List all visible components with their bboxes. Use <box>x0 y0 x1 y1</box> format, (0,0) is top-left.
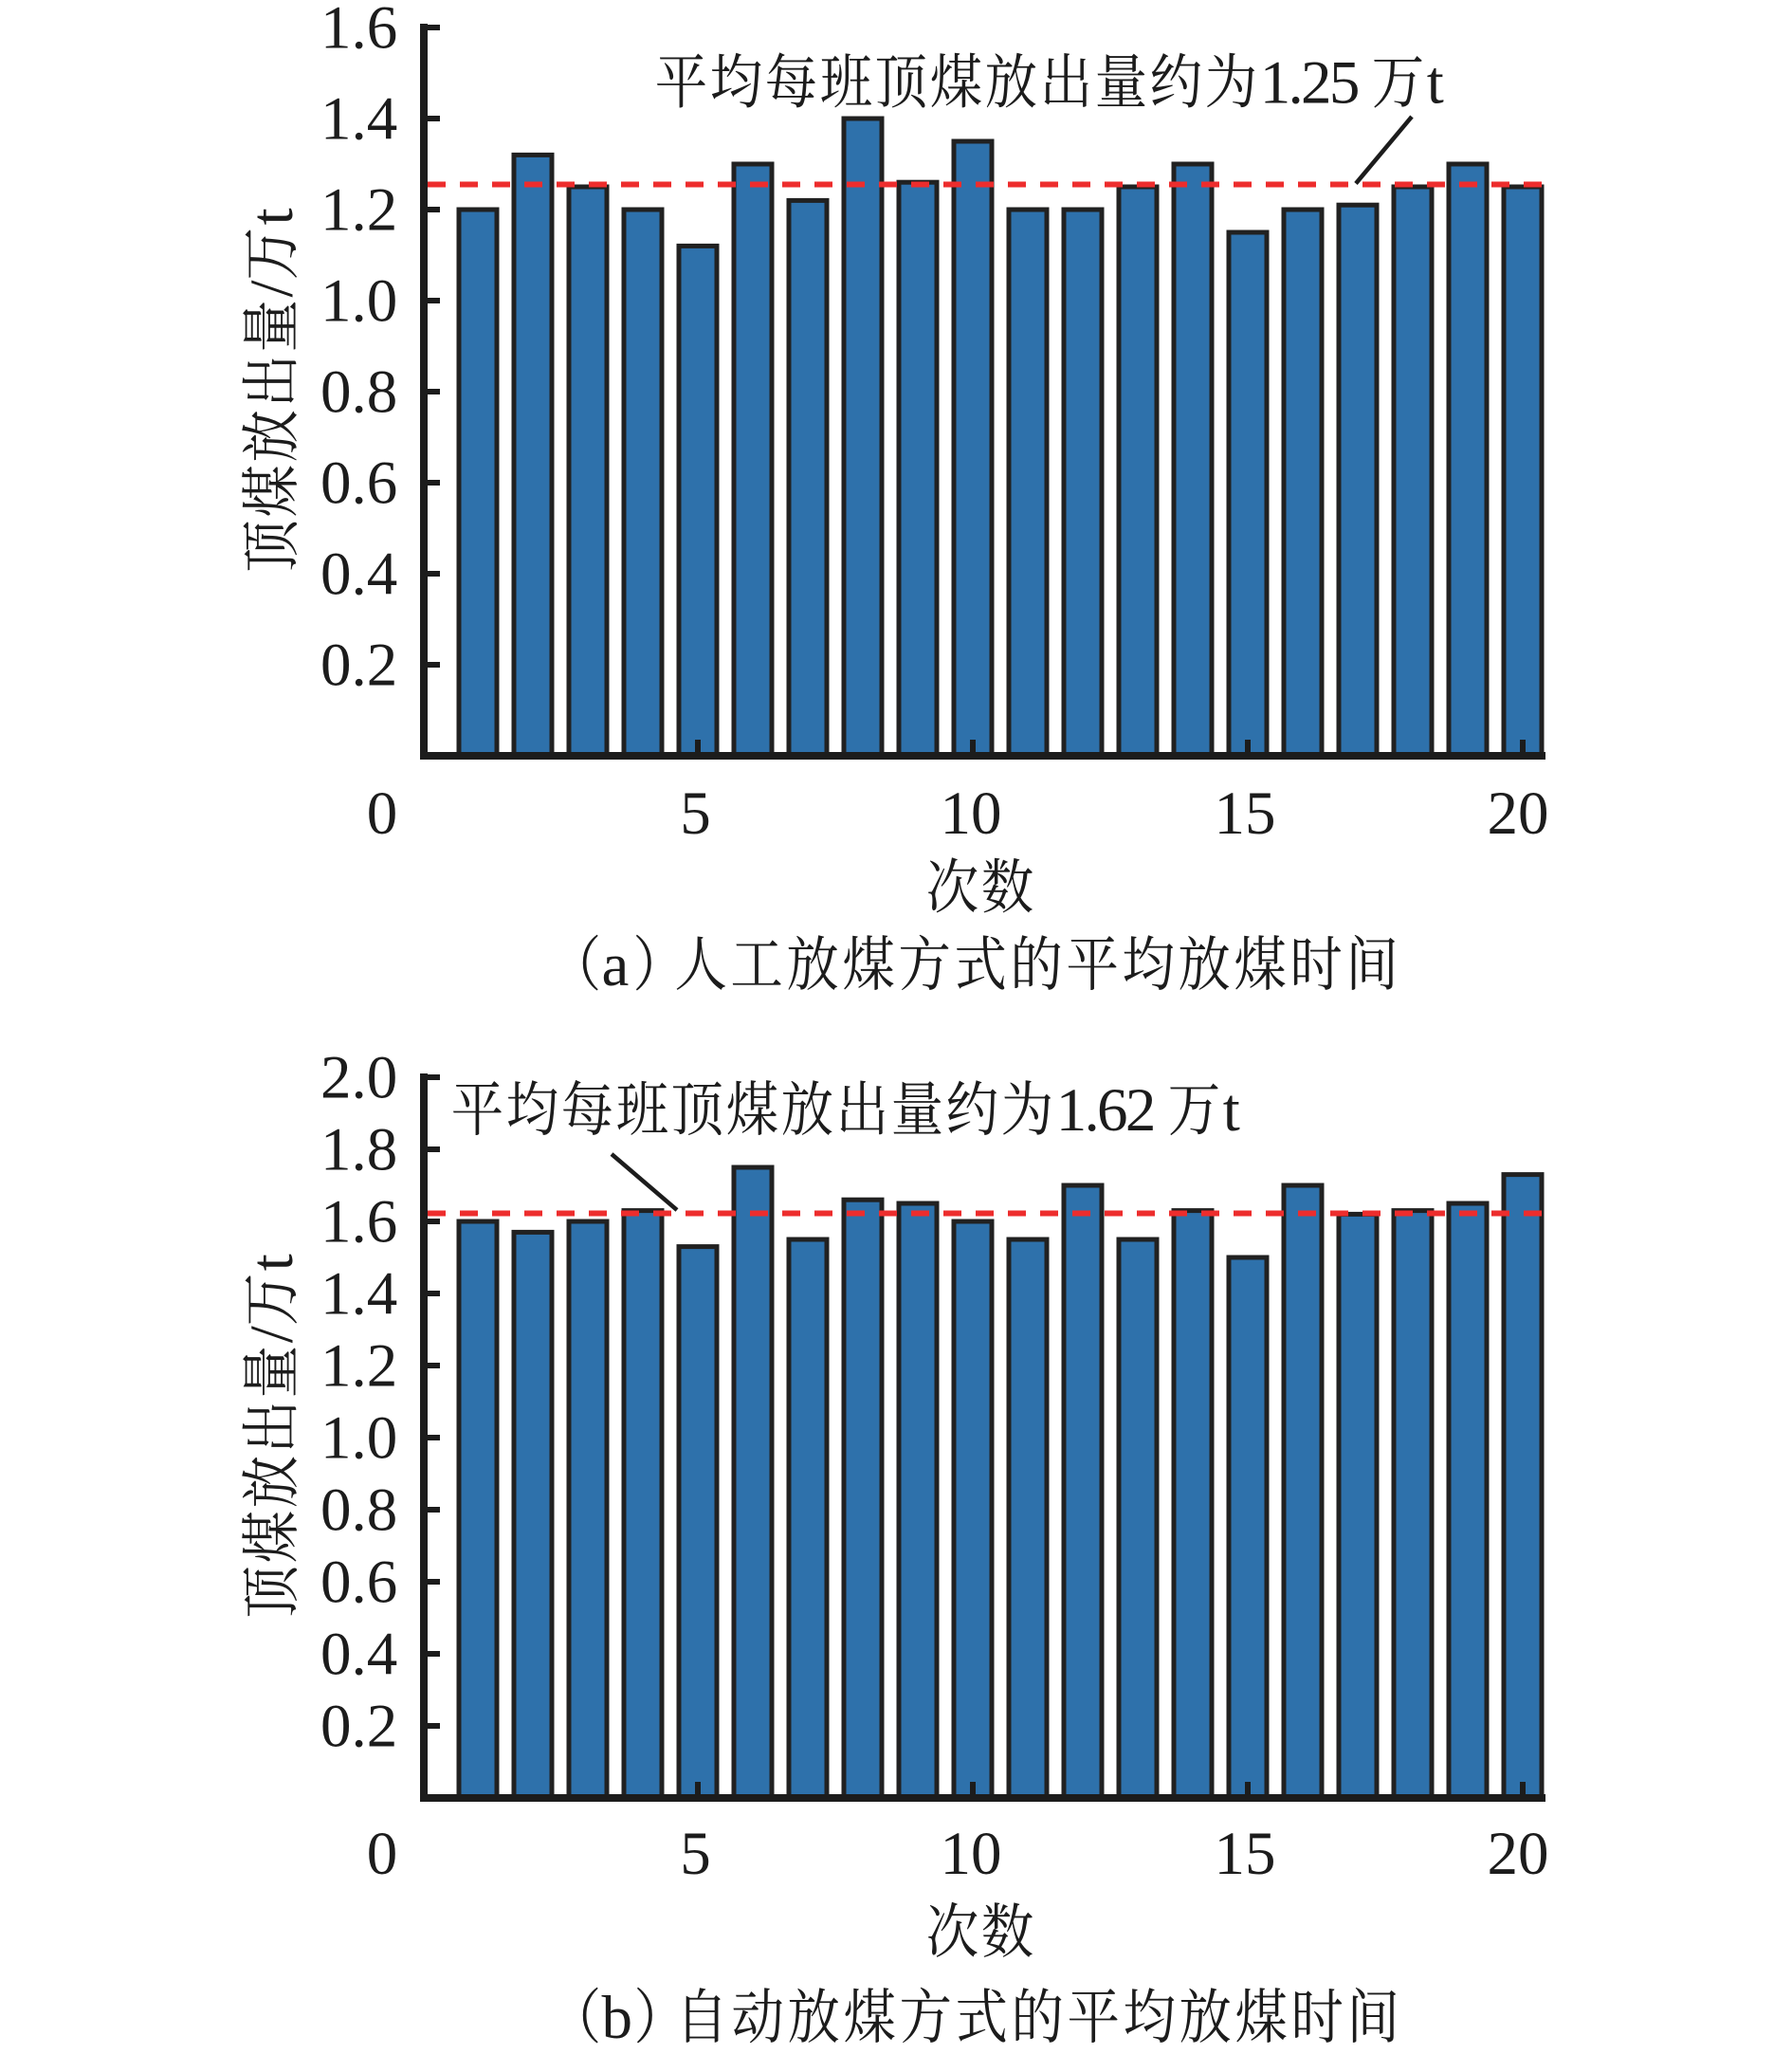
svg-text:t: t <box>238 208 306 225</box>
svg-text:15: 15 <box>1215 779 1276 848</box>
svg-text:b: b <box>602 1984 633 2052</box>
svg-text:/: / <box>238 1325 306 1343</box>
svg-text:/: / <box>238 280 306 298</box>
svg-text:1.4: 1.4 <box>320 85 397 154</box>
svg-text:t: t <box>1223 1076 1240 1145</box>
svg-text:t: t <box>1427 49 1444 118</box>
svg-text:0: 0 <box>367 1820 398 1888</box>
svg-text:1.0: 1.0 <box>320 267 397 336</box>
svg-text:1.8: 1.8 <box>320 1116 397 1184</box>
svg-text:20: 20 <box>1488 1820 1549 1888</box>
svg-text:0.4: 0.4 <box>320 1621 397 1689</box>
svg-text:1.2: 1.2 <box>320 1332 397 1401</box>
svg-text:0.6: 0.6 <box>320 1549 397 1617</box>
svg-text:0: 0 <box>367 779 398 848</box>
svg-text:0.8: 0.8 <box>320 358 397 427</box>
svg-text:t: t <box>238 1254 306 1271</box>
svg-text:0.2: 0.2 <box>320 632 397 700</box>
svg-text:2.0: 2.0 <box>320 1044 397 1112</box>
svg-text:0.4: 0.4 <box>320 541 397 609</box>
svg-text:1.6: 1.6 <box>320 0 397 63</box>
svg-text:10: 10 <box>941 1820 1002 1888</box>
svg-text:15: 15 <box>1215 1820 1276 1888</box>
svg-text:1.62: 1.62 <box>1056 1076 1154 1145</box>
svg-text:1.2: 1.2 <box>320 176 397 245</box>
svg-text:5: 5 <box>680 779 711 848</box>
svg-text:0.2: 0.2 <box>320 1693 397 1761</box>
svg-text:a: a <box>602 931 630 999</box>
svg-text:1.6: 1.6 <box>320 1188 397 1256</box>
svg-text:0.6: 0.6 <box>320 449 397 518</box>
svg-text:10: 10 <box>941 779 1002 848</box>
svg-text:1.4: 1.4 <box>320 1260 397 1329</box>
svg-text:0.8: 0.8 <box>320 1476 397 1545</box>
svg-text:5: 5 <box>680 1820 711 1888</box>
svg-text:1.25: 1.25 <box>1260 49 1358 118</box>
svg-text:20: 20 <box>1488 779 1549 848</box>
svg-text:1.0: 1.0 <box>320 1404 397 1473</box>
